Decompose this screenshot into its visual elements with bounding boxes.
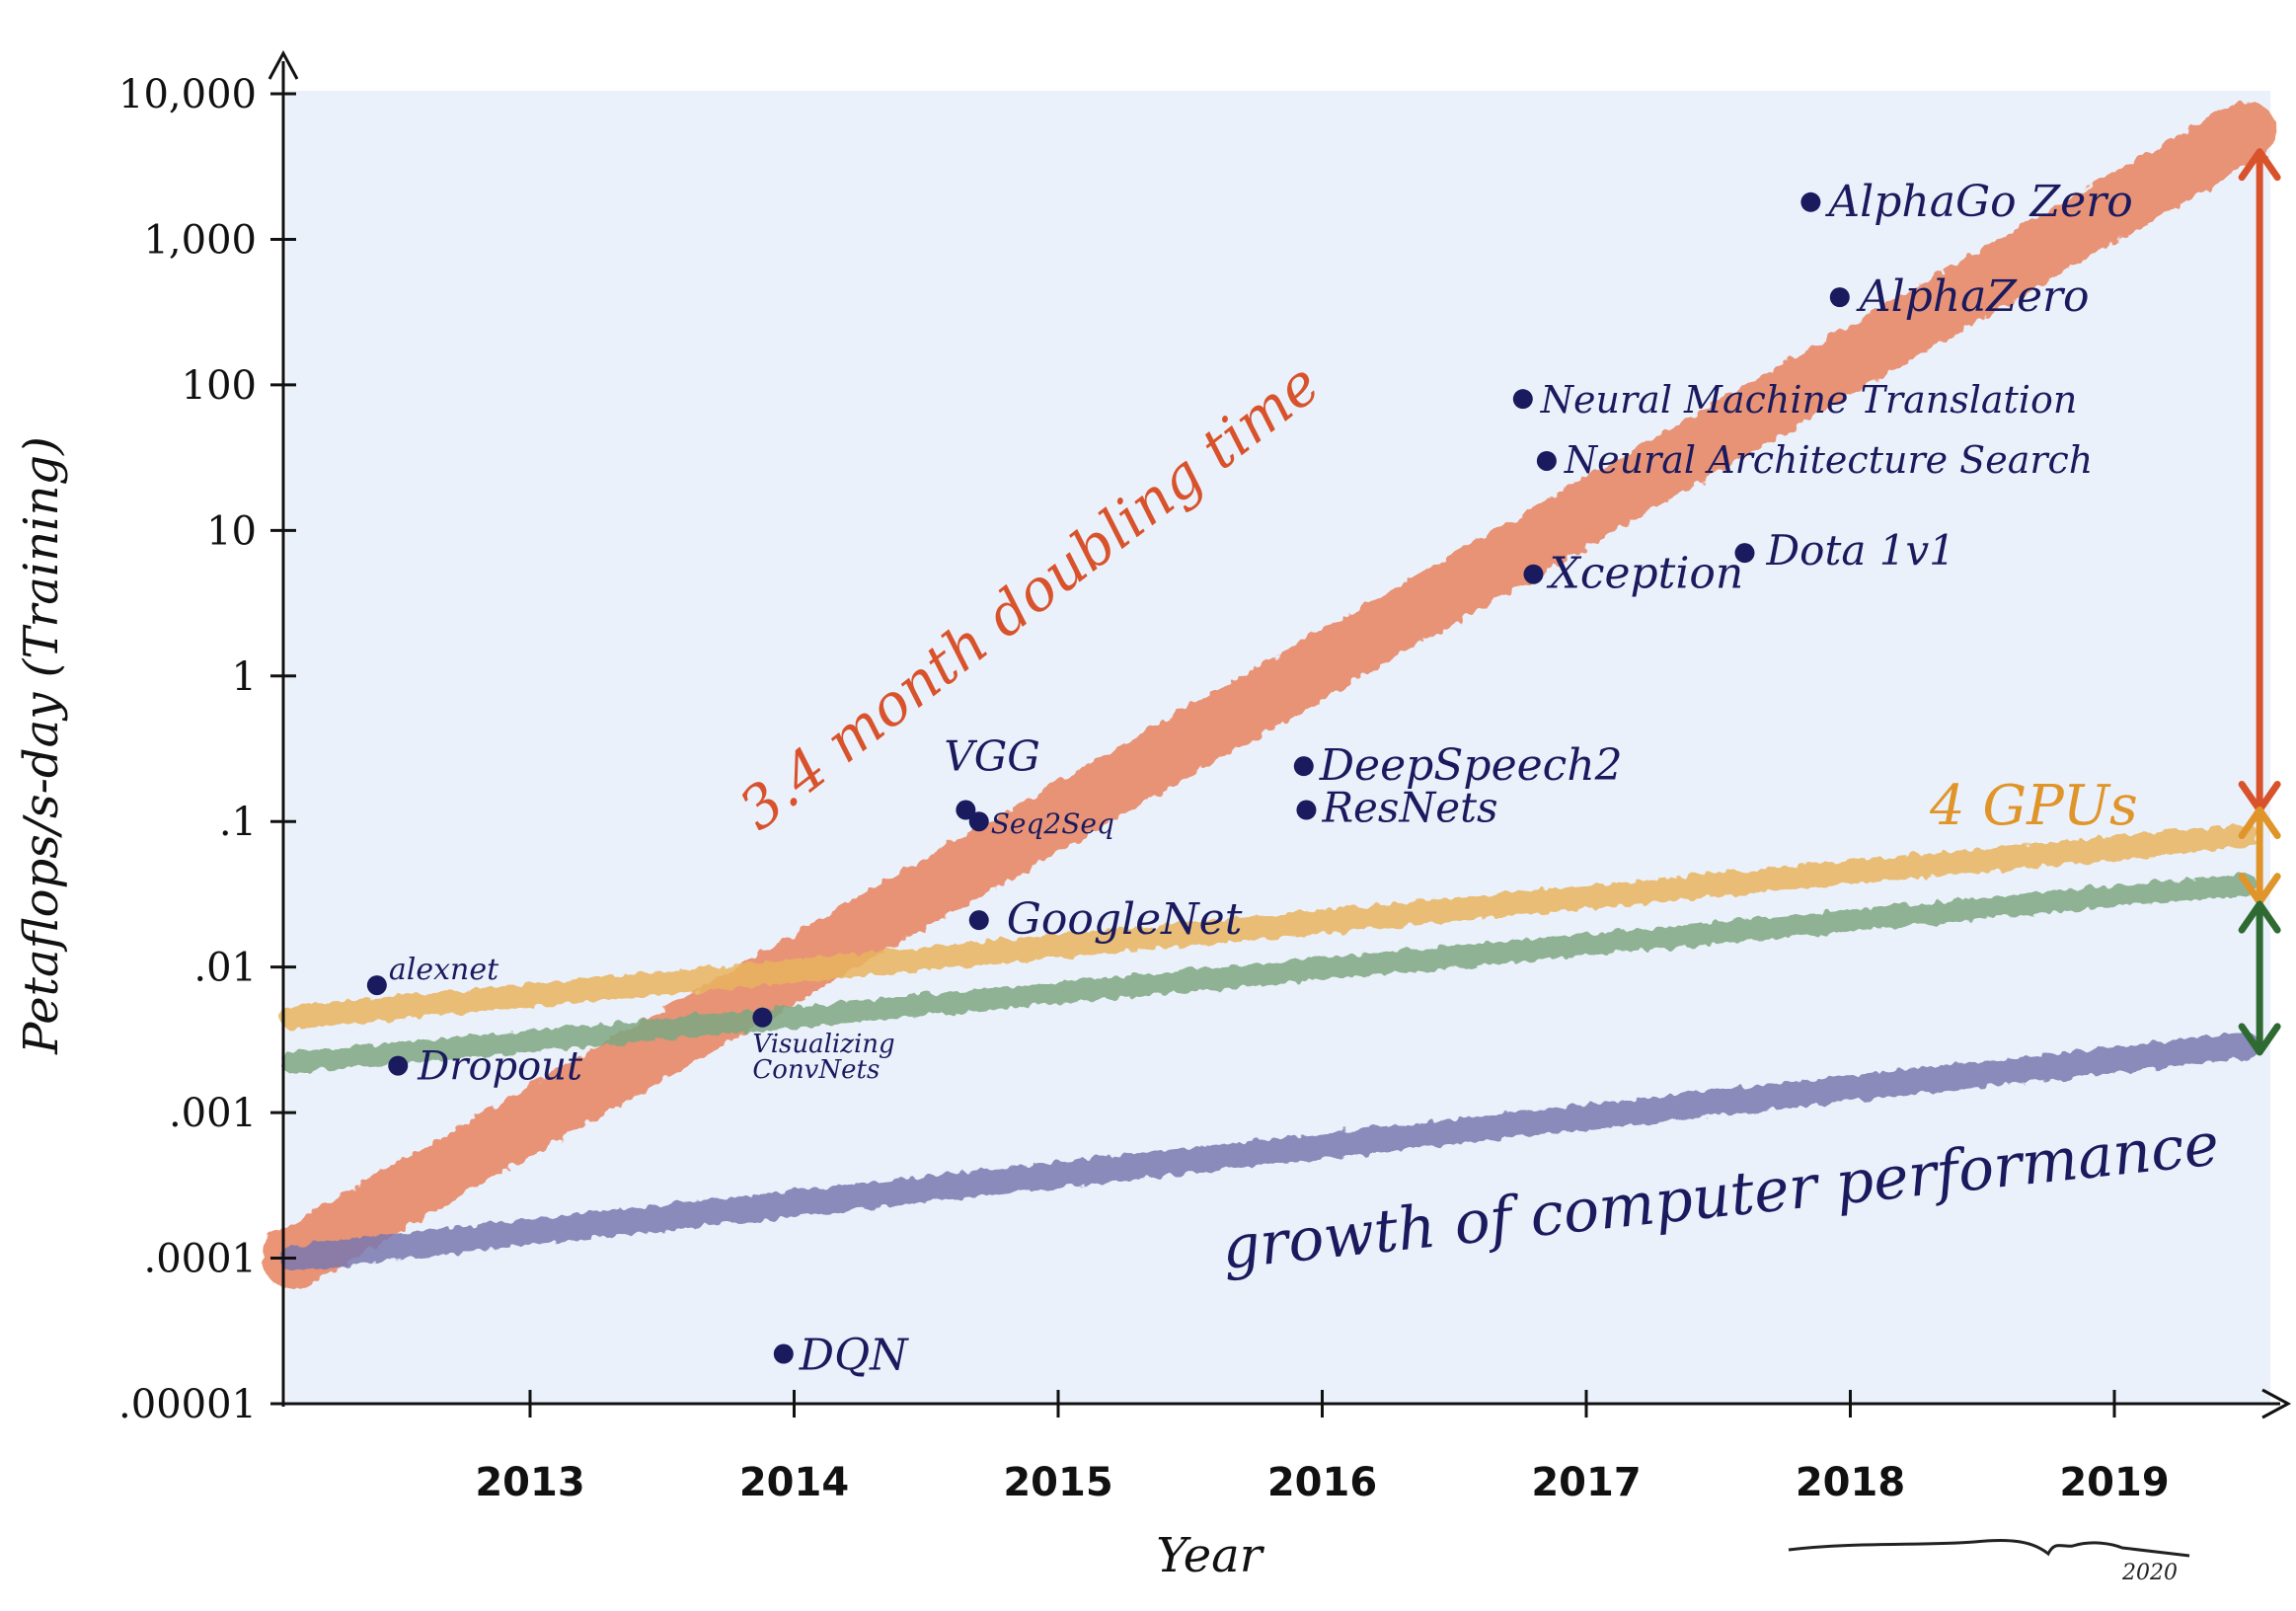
data-point-marker: [968, 910, 989, 931]
data-point-label: DQN: [799, 1331, 909, 1381]
data-point-marker: [956, 800, 976, 820]
data-point-label: Seq2Seq: [991, 807, 1114, 840]
baseline-gap-arrow: [2238, 900, 2281, 1056]
y-ticks: .00001 .0001 .001 .01 .1 1 10 100 1,000 10,000: [118, 72, 296, 1427]
data-point-dqn: DQN: [773, 1331, 909, 1381]
data-point-label: DeepSpeech2: [1319, 740, 1623, 791]
x-axis-arrowhead: [2261, 1388, 2292, 1419]
data-point-label: GoogleNet: [1007, 894, 1243, 945]
gpu-label: 4 GPUs: [1929, 774, 2138, 838]
x-tick-label: 2016: [1267, 1460, 1377, 1505]
y-axis-arrowhead: [268, 49, 299, 80]
x-tick-label: 2015: [1003, 1460, 1112, 1505]
data-point-marker: [1293, 756, 1314, 777]
x-tick-label: 2019: [2059, 1460, 2169, 1505]
data-point-marker: [1536, 450, 1557, 471]
data-point-neural-machine-translation: Neural Machine Translation: [1512, 378, 2078, 422]
data-point-label: Neural Architecture Search: [1564, 438, 2093, 482]
data-point-seq2seq: Seq2Seq: [968, 807, 1114, 840]
data-point-marker: [1800, 192, 1821, 212]
data-point-label: AlphaGo Zero: [1824, 177, 2132, 227]
y-axis: [268, 49, 299, 1407]
data-point-vgg: VGG: [944, 732, 1040, 820]
x-axis-label: Year: [1156, 1528, 1265, 1583]
data-point-marker: [388, 1055, 409, 1076]
y-tick-label: .01: [193, 946, 257, 991]
x-tick-label: 2018: [1796, 1460, 1905, 1505]
data-point-xception: Xception: [1523, 549, 1744, 599]
data-point-visualizing-convnets: Visualizing ConvNets: [752, 1007, 895, 1085]
data-points: alexnet Dropout Visualizing ConvNets DQN VGG S…: [366, 177, 2133, 1381]
y-tick-label: .00001: [118, 1382, 257, 1427]
data-point-dota-1v1: Dota 1v1: [1734, 526, 1955, 575]
data-point-marker: [366, 975, 387, 996]
trend-bands: [262, 101, 2277, 1289]
data-point-label: Dropout: [417, 1044, 583, 1090]
range-arrows: [2238, 148, 2281, 1056]
signature-stroke: [1788, 1539, 2190, 1558]
y-tick-label: 100: [182, 363, 257, 409]
data-point-marker: [1734, 543, 1755, 564]
data-point-label: VGG: [944, 732, 1039, 781]
data-point-label: alexnet: [389, 953, 499, 987]
y-tick-label: 1,000: [143, 217, 257, 263]
computer-performance-band: [279, 1032, 2259, 1271]
data-point-marker: [1523, 564, 1544, 584]
doubling-band: [262, 101, 2277, 1289]
data-point-neural-architecture-search: Neural Architecture Search: [1536, 438, 2093, 482]
x-axis: [283, 1388, 2292, 1419]
data-point-marker: [773, 1343, 794, 1364]
data-point-marker: [1829, 287, 1850, 308]
data-point-dropout: Dropout: [388, 1044, 583, 1090]
data-point-label: Dota 1v1: [1766, 526, 1955, 575]
gpu-band: [280, 823, 2258, 1030]
x-tick-label: 2017: [1531, 1460, 1641, 1505]
data-point-marker: [1512, 389, 1533, 410]
data-point-marker: [1296, 800, 1317, 820]
x-tick-label: 2013: [475, 1460, 584, 1505]
y-tick-label: .1: [219, 800, 257, 845]
data-point-alexnet: alexnet: [366, 953, 499, 996]
data-point-marker: [752, 1007, 773, 1028]
gpu-baseline-band: [281, 873, 2258, 1074]
data-point-googlenet: GoogleNet: [968, 894, 1243, 945]
signature: 2020: [1788, 1539, 2190, 1585]
data-point-resnets: ResNets: [1296, 784, 1498, 832]
data-point-label: Neural Machine Translation: [1540, 378, 2078, 422]
data-point-label: Xception: [1547, 549, 1744, 599]
x-ticks: 2013 2014 2015 2016 2017 2018 2019: [475, 1390, 2170, 1505]
data-point-alphago-zero: AlphaGo Zero: [1800, 177, 2133, 227]
y-tick-label: 1: [232, 654, 257, 700]
data-point-label: ResNets: [1321, 784, 1497, 832]
y-tick-label: .0001: [143, 1237, 257, 1282]
data-point-marker: [968, 811, 989, 832]
y-tick-label: 10,000: [118, 72, 257, 117]
y-tick-label: .001: [169, 1091, 257, 1136]
y-tick-label: 10: [206, 508, 257, 554]
data-point-label: AlphaZero: [1856, 271, 2090, 322]
data-point-deepspeech2: DeepSpeech2: [1293, 740, 1623, 791]
signature-year: 2020: [2121, 1561, 2178, 1585]
data-point-alphazero: AlphaZero: [1829, 271, 2090, 322]
y-axis-label: Petaflops/s-day (Training): [14, 436, 69, 1055]
x-tick-label: 2014: [739, 1460, 849, 1505]
data-point-label: Visualizing ConvNets: [752, 1030, 894, 1085]
